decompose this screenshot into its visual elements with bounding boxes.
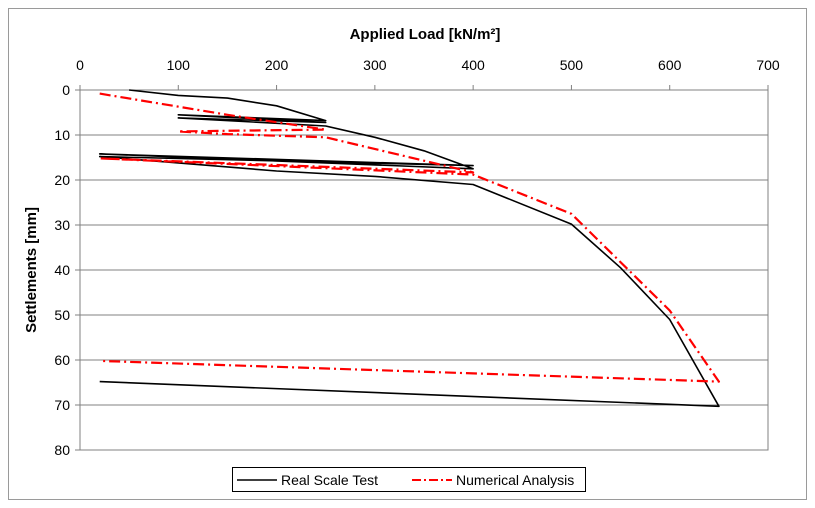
- legend-box: [232, 467, 586, 492]
- y-tick-label-7: 70: [54, 397, 70, 413]
- series-layer: [98, 89, 721, 408]
- x-tick-label-2: 200: [265, 57, 289, 73]
- x-tick-label-1: 100: [167, 57, 191, 73]
- y-tick-label-1: 10: [54, 127, 70, 143]
- series-line-real-scale-test: [98, 89, 720, 408]
- x-axis-title: Applied Load [kN/m²]: [350, 26, 501, 43]
- y-tick-label-3: 30: [54, 217, 70, 233]
- x-tick-label-3: 300: [363, 57, 387, 73]
- y-tick-label-2: 20: [54, 172, 70, 188]
- tick-layer: 0 10 20 30 40 50 60 70 80 0 100 200 300 400 500 600 700: [54, 57, 779, 458]
- y-tick-label-6: 60: [54, 352, 70, 368]
- y-axis-title: Settlements [mm]: [23, 207, 40, 333]
- x-tick-label-0: 0: [76, 57, 84, 73]
- y-tick-label-4: 40: [54, 262, 70, 278]
- legend-label-numerical-analysis: Numerical Analysis: [456, 472, 574, 488]
- y-tick-label-0: 0: [62, 82, 70, 98]
- x-tick-label-7: 700: [756, 57, 780, 73]
- y-tick-label-5: 50: [54, 307, 70, 323]
- x-tick-label-6: 600: [658, 57, 682, 73]
- legend-label-real-scale-test: Real Scale Test: [281, 472, 378, 488]
- x-tick-label-5: 500: [560, 57, 584, 73]
- legend: Real Scale Test Numerical Analysis: [232, 467, 586, 492]
- x-tick-label-4: 400: [461, 57, 485, 73]
- y-tick-label-8: 80: [54, 442, 70, 458]
